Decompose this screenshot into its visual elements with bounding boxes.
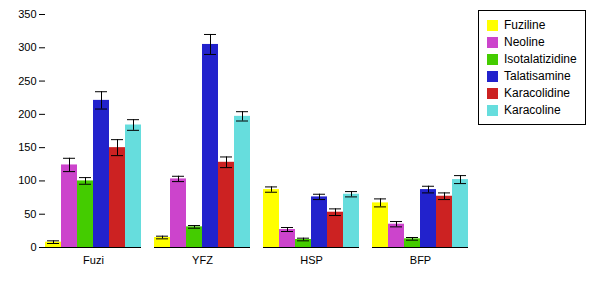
svg-text:100: 100 [18, 174, 36, 186]
svg-text:Fuzi: Fuzi [83, 254, 104, 266]
svg-text:350: 350 [18, 8, 36, 20]
svg-text:200: 200 [18, 108, 36, 120]
svg-text:300: 300 [18, 41, 36, 53]
html-text:Fuziline: Fuziline [504, 18, 546, 32]
html-text:Karacoline: Karacoline [504, 103, 561, 117]
html-text:Neoline: Neoline [504, 35, 545, 49]
html-text:Karacolidine: Karacolidine [504, 86, 570, 100]
svg-text:250: 250 [18, 75, 36, 87]
html-text:Isotalatizidine: Isotalatizidine [504, 52, 577, 66]
svg-text:150: 150 [18, 141, 36, 153]
html-text:Talatisamine: Talatisamine [504, 69, 571, 83]
svg-text:50: 50 [24, 208, 36, 220]
svg-text:YFZ: YFZ [192, 254, 213, 266]
svg-text:HSP: HSP [300, 254, 323, 266]
svg-text:0: 0 [30, 241, 36, 253]
svg-text:BFP: BFP [410, 254, 431, 266]
